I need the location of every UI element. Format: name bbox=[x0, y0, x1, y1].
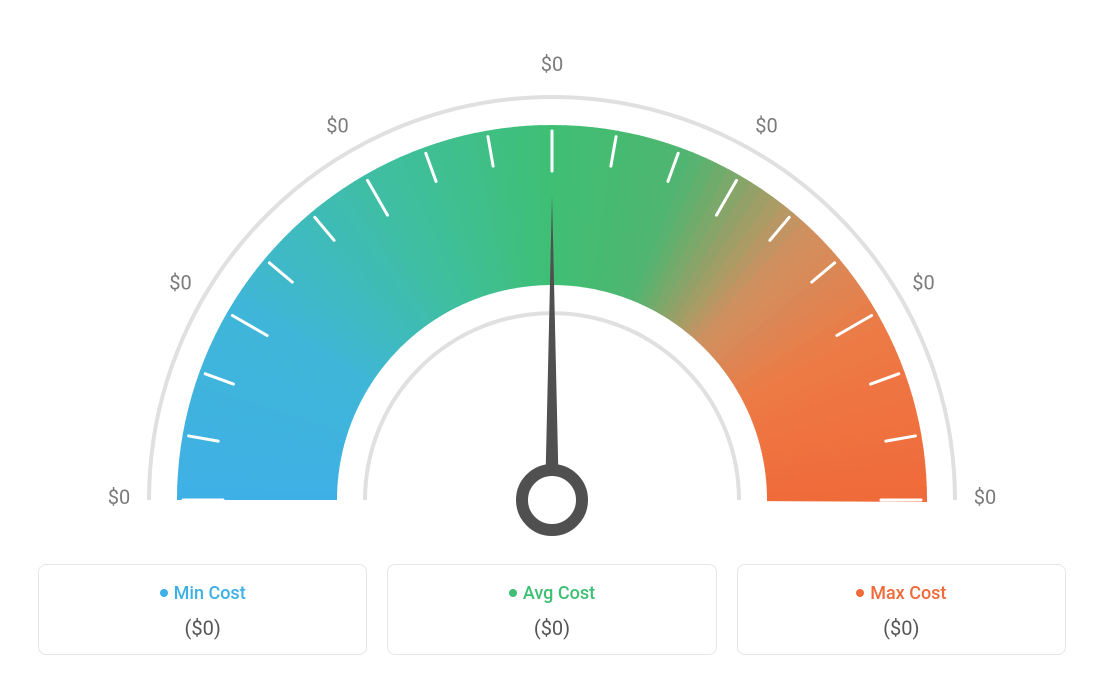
legend-label-avg: Avg Cost bbox=[388, 583, 715, 604]
legend-value-avg: ($0) bbox=[388, 616, 715, 640]
legend-label-max: Max Cost bbox=[738, 583, 1065, 604]
gauge-chart: $0 $0 $0 $0 $0 $0 $0 bbox=[0, 0, 1104, 560]
legend-text-max: Max Cost bbox=[870, 583, 946, 604]
svg-text:$0: $0 bbox=[541, 52, 563, 76]
legend-value-min: ($0) bbox=[39, 616, 366, 640]
legend-dot-max bbox=[856, 589, 864, 597]
svg-text:$0: $0 bbox=[974, 485, 996, 509]
legend-text-avg: Avg Cost bbox=[523, 583, 595, 604]
svg-text:$0: $0 bbox=[169, 271, 191, 295]
svg-text:$0: $0 bbox=[108, 485, 130, 509]
legend-row: Min Cost ($0) Avg Cost ($0) Max Cost ($0… bbox=[0, 564, 1104, 655]
legend-card-min: Min Cost ($0) bbox=[38, 564, 367, 655]
legend-card-max: Max Cost ($0) bbox=[737, 564, 1066, 655]
svg-text:$0: $0 bbox=[912, 271, 934, 295]
gauge-svg: $0 $0 $0 $0 $0 $0 $0 bbox=[0, 0, 1104, 560]
legend-dot-min bbox=[160, 589, 168, 597]
svg-text:$0: $0 bbox=[755, 113, 777, 137]
legend-card-avg: Avg Cost ($0) bbox=[387, 564, 716, 655]
legend-value-max: ($0) bbox=[738, 616, 1065, 640]
legend-label-min: Min Cost bbox=[39, 583, 366, 604]
legend-text-min: Min Cost bbox=[174, 583, 246, 604]
legend-dot-avg bbox=[509, 589, 517, 597]
svg-text:$0: $0 bbox=[326, 113, 348, 137]
